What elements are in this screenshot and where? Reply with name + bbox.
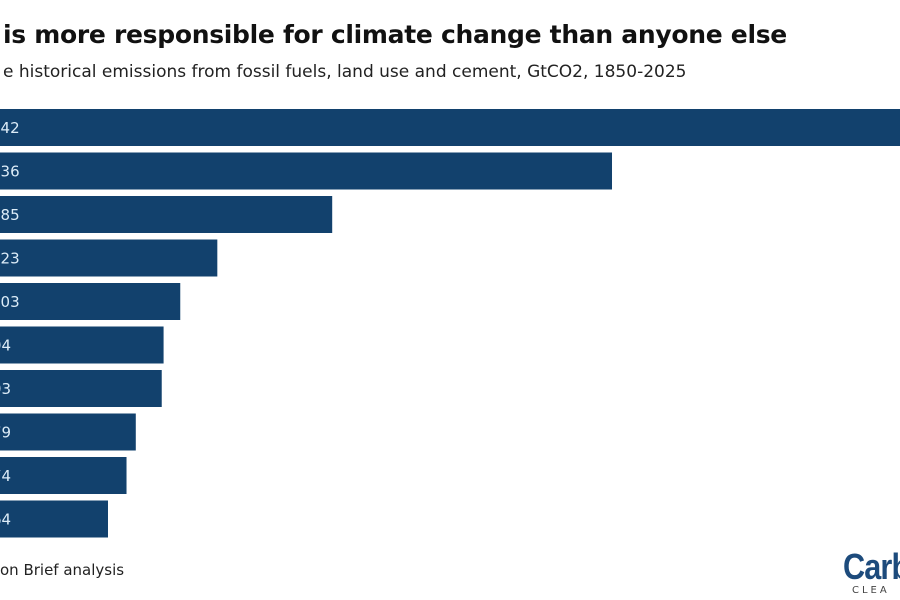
bar-value-label: 123 bbox=[0, 250, 20, 268]
bar-value-label: 93 bbox=[0, 380, 11, 398]
bar-value-label: 185 bbox=[0, 206, 20, 224]
bar bbox=[0, 283, 181, 320]
source-note: on Brief analysis bbox=[0, 561, 125, 579]
bar bbox=[0, 196, 333, 233]
bar bbox=[0, 457, 127, 494]
logo-subtext: CLEA bbox=[852, 585, 890, 596]
bar bbox=[0, 413, 136, 451]
chart-subtitle: e historical emissions from fossil fuels… bbox=[3, 62, 687, 82]
bar-value-label: 64 bbox=[0, 511, 11, 529]
bar-value-label: 103 bbox=[0, 293, 20, 311]
chart-title: is more responsible for climate change t… bbox=[3, 20, 787, 49]
bar-value-label: 79 bbox=[0, 424, 11, 442]
bar-value-label: 542 bbox=[0, 119, 20, 137]
bar-value-label: 94 bbox=[0, 337, 11, 355]
bar-value-label: 74 bbox=[0, 467, 11, 485]
bar bbox=[0, 326, 164, 364]
bar bbox=[0, 500, 108, 538]
bar bbox=[0, 152, 613, 190]
bar bbox=[0, 370, 162, 407]
bar-value-label: 336 bbox=[0, 163, 20, 181]
bar bbox=[0, 109, 900, 146]
carbon-brief-logo: Carb bbox=[843, 546, 900, 587]
bar bbox=[0, 239, 218, 277]
